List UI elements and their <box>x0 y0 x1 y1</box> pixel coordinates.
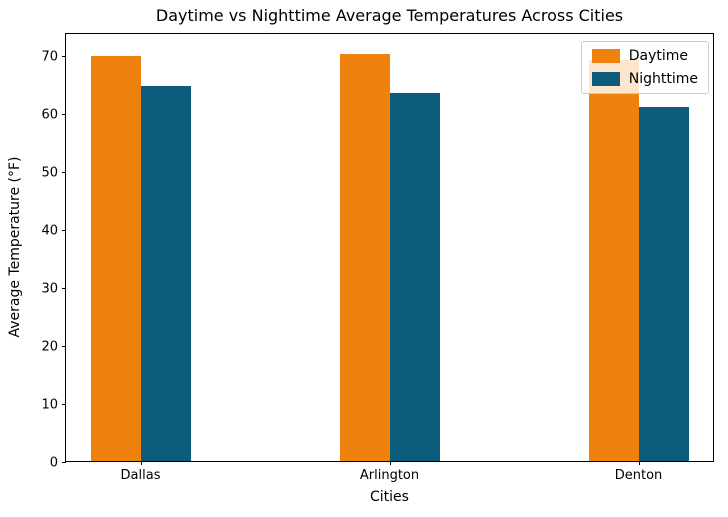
y-tick-mark <box>62 346 66 348</box>
legend-label-daytime: Daytime <box>628 48 689 64</box>
y-tick-label: 30 <box>41 281 58 297</box>
y-tick-mark <box>62 114 66 116</box>
x-tick-label-dallas: Dallas <box>120 468 161 483</box>
y-tick-mark <box>62 56 66 58</box>
y-tick-label: 10 <box>41 397 58 413</box>
y-axis-label: Average Temperature (°F) <box>7 156 23 338</box>
y-tick-label: 40 <box>41 223 58 239</box>
x-tick-mark <box>638 461 640 465</box>
x-tick-mark <box>140 461 142 465</box>
legend-swatch-daytime <box>591 49 620 63</box>
y-tick-label: 0 <box>49 455 58 470</box>
bar-dallas-daytime <box>90 56 141 461</box>
bar-dallas-nighttime <box>140 85 191 461</box>
y-tick-mark <box>62 172 66 174</box>
x-axis-label: Cities <box>370 489 409 505</box>
chart-title: Daytime vs Nighttime Average Temperature… <box>155 6 624 25</box>
bar-arlington-daytime <box>339 54 390 461</box>
plot-area: 0 10 20 30 40 50 60 70 Dallas Arlington Denton Dayt… <box>41 33 714 483</box>
y-tick-mark <box>62 230 66 232</box>
y-tick-label: 70 <box>41 49 58 65</box>
x-tick-label-arlington: Arlington <box>359 468 420 483</box>
legend-row-daytime: Daytime <box>591 48 698 64</box>
legend: Daytime Nighttime <box>580 41 709 94</box>
bar-denton-daytime <box>588 59 639 461</box>
legend-row-nighttime: Nighttime <box>591 71 698 87</box>
y-tick-label: 20 <box>41 339 58 355</box>
legend-label-nighttime: Nighttime <box>628 71 698 87</box>
y-tick-mark <box>62 404 66 406</box>
x-tick-mark <box>389 461 391 465</box>
y-tick-mark <box>62 288 66 290</box>
y-tick-label: 50 <box>41 165 58 181</box>
bar-denton-nighttime <box>638 106 689 461</box>
legend-swatch-nighttime <box>591 72 620 86</box>
y-tick-mark <box>62 462 66 463</box>
x-tick-label-denton: Denton <box>614 468 663 483</box>
y-tick-label: 60 <box>41 107 58 123</box>
bar-arlington-nighttime <box>389 92 440 461</box>
